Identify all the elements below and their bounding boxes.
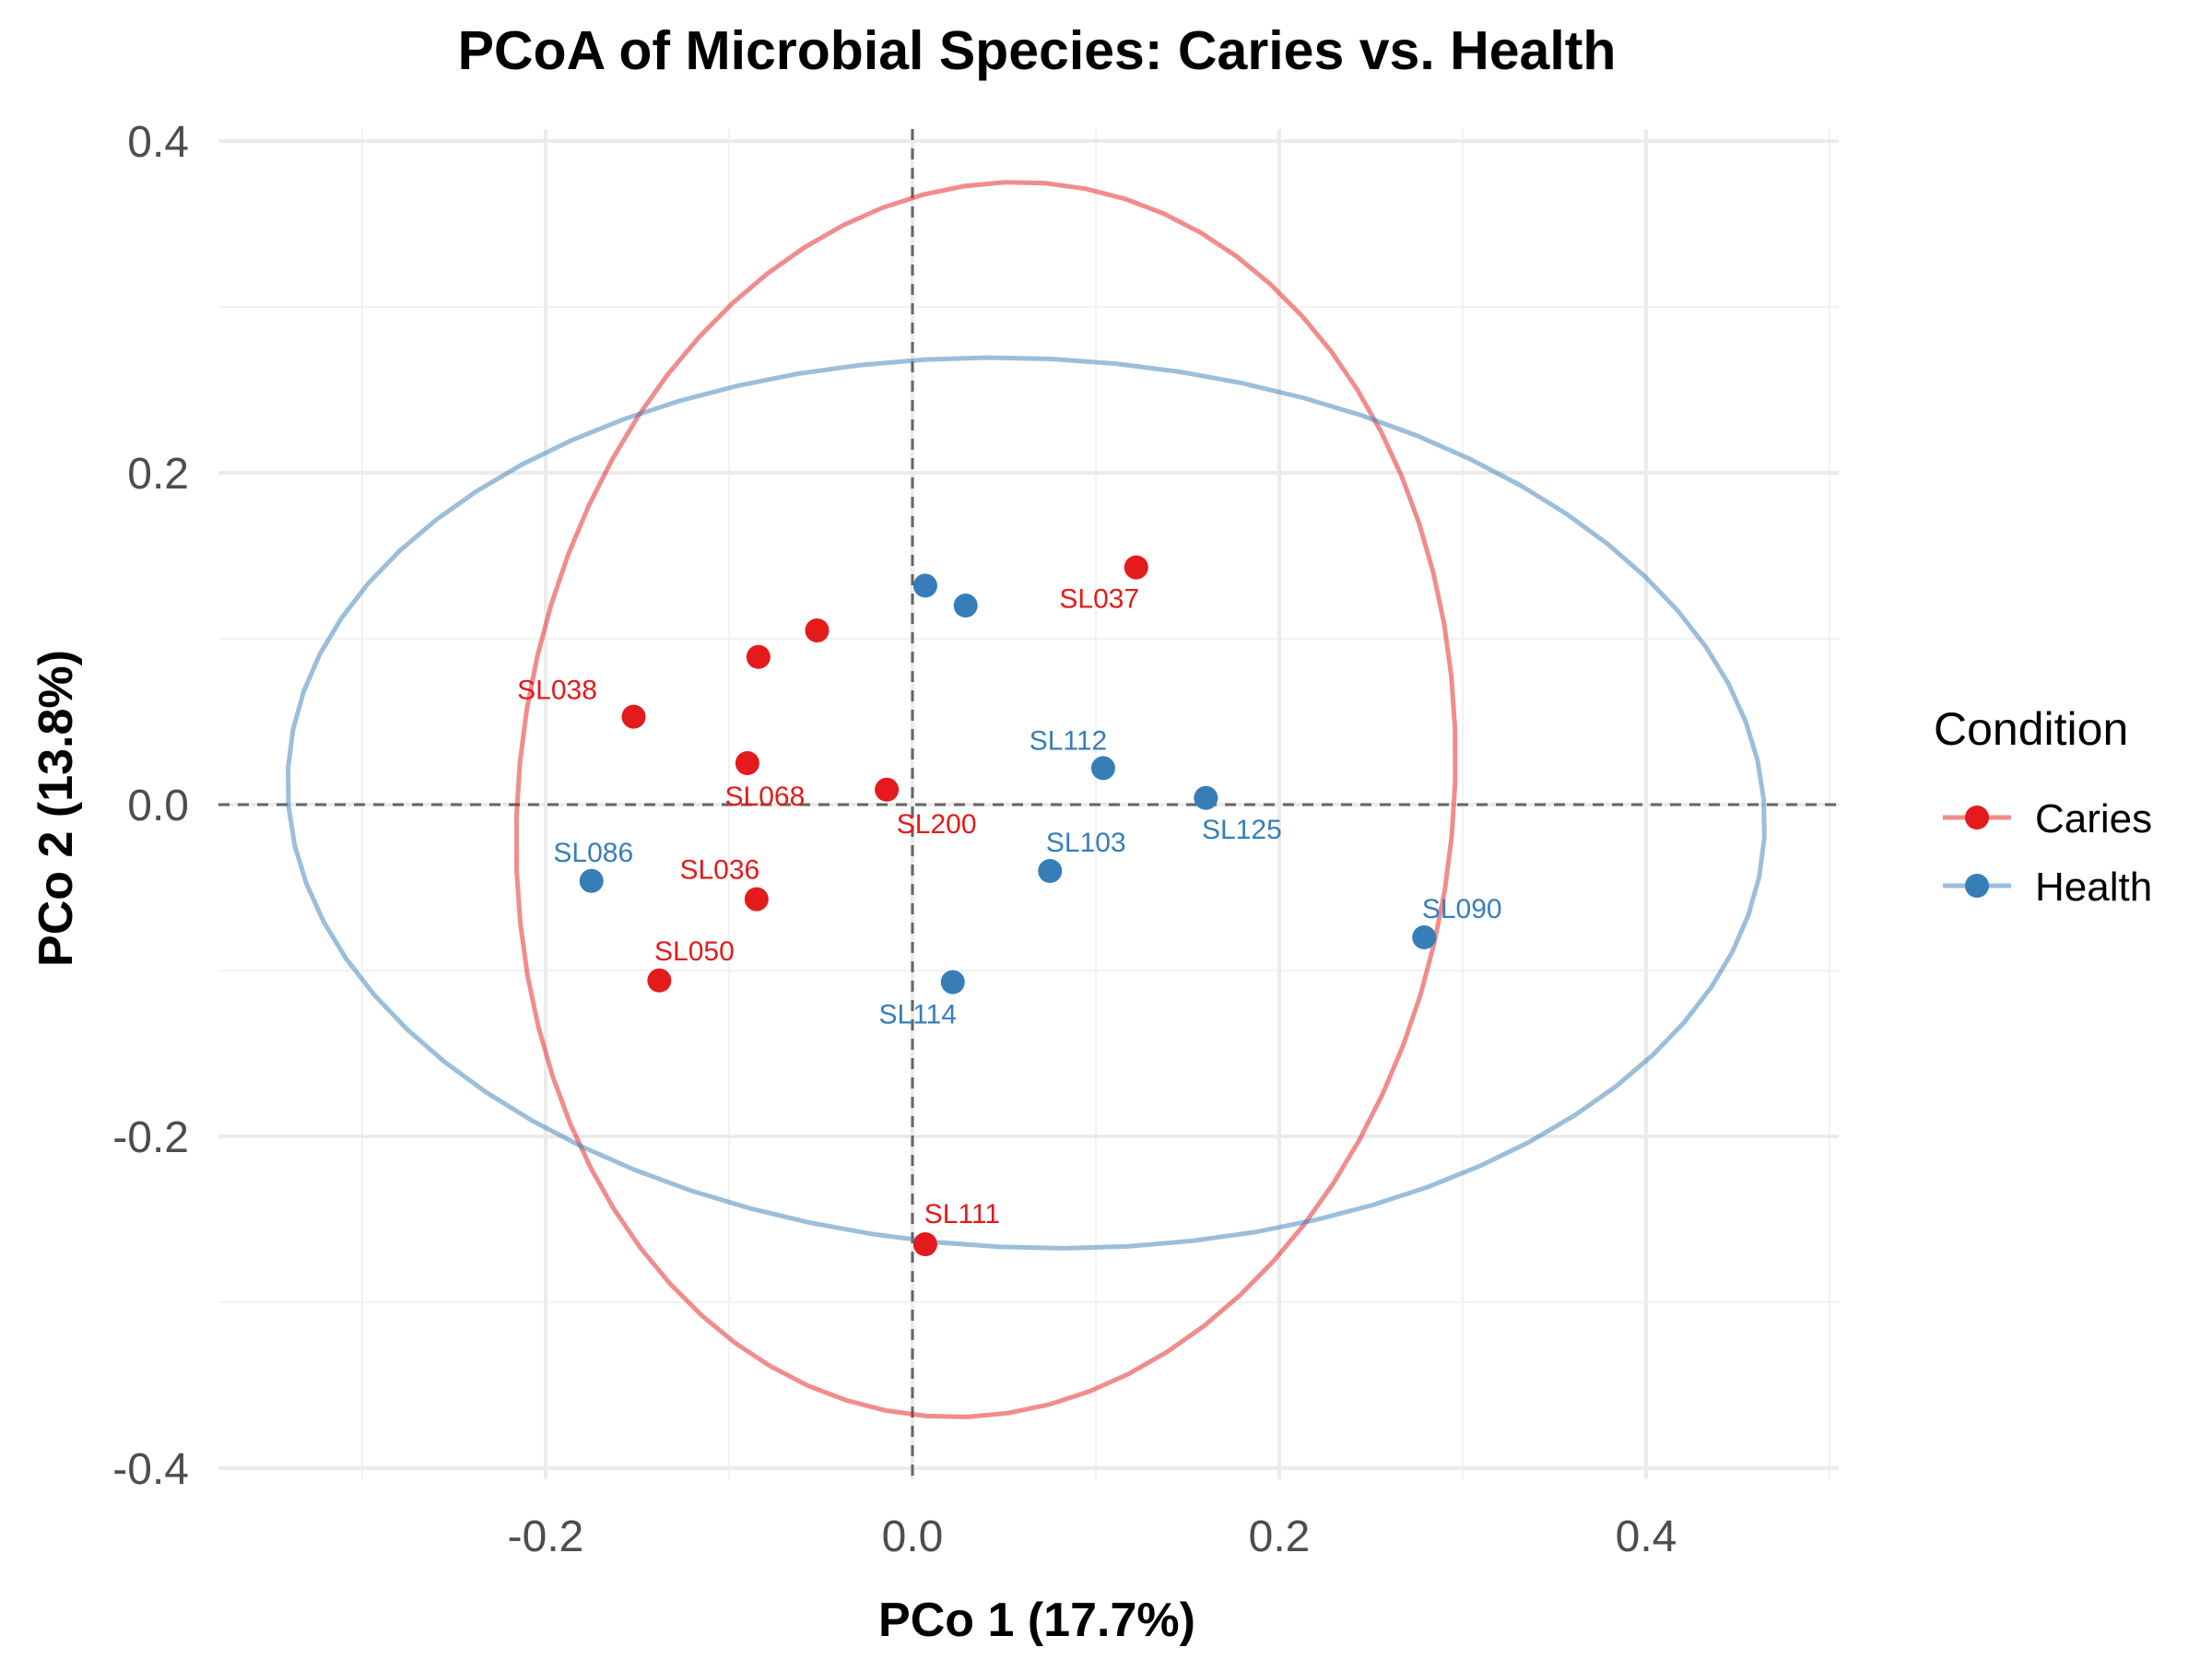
point-label: SL036	[679, 855, 759, 886]
point-caries	[1124, 555, 1148, 580]
chart-title: PCoA of Microbial Species: Caries vs. He…	[458, 20, 1617, 81]
x-tick-label: 0.2	[1249, 1512, 1311, 1561]
point-caries	[621, 704, 646, 729]
legend-title: Condition	[1934, 703, 2128, 755]
data-points	[579, 555, 1437, 1256]
point-caries	[735, 751, 759, 775]
point-label: SL037	[1059, 584, 1139, 615]
point-labels: SL037 SL038 SL068 SL200 SL036 SL050 SL111 SL112…	[517, 584, 1501, 1230]
point-label: SL114	[879, 1000, 958, 1030]
legend-label: Caries	[2035, 796, 2152, 841]
legend-item-health: Health	[1943, 865, 2152, 910]
point-label: SL038	[517, 676, 597, 706]
x-tick-label: -0.2	[508, 1512, 584, 1561]
point-label: SL125	[1202, 815, 1282, 845]
point-health	[912, 573, 937, 598]
point-health	[940, 970, 965, 994]
point-label: SL103	[1046, 828, 1126, 858]
legend-item-caries: Caries	[1943, 796, 2152, 841]
point-label: SL068	[725, 782, 806, 812]
x-tick-label: 0.4	[1616, 1512, 1677, 1561]
legend-marker	[1965, 874, 1989, 898]
y-tick-label: -0.4	[112, 1445, 189, 1494]
point-health	[1194, 785, 1218, 810]
point-label: SL200	[897, 809, 977, 840]
legend-marker	[1965, 806, 1989, 830]
ellipse-caries	[513, 180, 1458, 1419]
point-label: SL086	[553, 838, 633, 868]
point-caries	[875, 777, 900, 802]
point-health	[953, 594, 978, 618]
point-label: SL090	[1422, 894, 1502, 924]
point-health	[579, 868, 604, 893]
confidence-ellipses	[285, 180, 1767, 1419]
y-tick-label: -0.2	[112, 1113, 189, 1162]
point-caries	[912, 1232, 937, 1256]
x-axis-ticks: -0.2 0.0 0.2 0.4	[508, 1512, 1677, 1561]
plot-area: SL037 SL038 SL068 SL200 SL036 SL050 SL111 SL112…	[218, 129, 1839, 1479]
point-health	[1038, 859, 1063, 883]
x-tick-label: 0.0	[882, 1512, 944, 1561]
legend: Condition Caries Health	[1934, 703, 2152, 910]
y-axis-ticks: -0.4 -0.2 0.0 0.2 0.4	[112, 118, 189, 1494]
legend-items: Caries Health	[1943, 796, 2152, 910]
y-axis-title: PCo 2 (13.8%)	[29, 650, 83, 967]
reference-lines	[218, 129, 1839, 1479]
point-label: SL112	[1030, 725, 1108, 756]
point-caries	[647, 968, 672, 993]
point-health	[1090, 756, 1115, 781]
point-caries	[744, 887, 769, 912]
legend-label: Health	[2035, 865, 2152, 910]
point-label: SL111	[924, 1199, 1000, 1230]
y-tick-label: 0.4	[127, 118, 189, 167]
point-caries	[805, 618, 830, 642]
point-health	[1412, 925, 1437, 949]
y-tick-label: 0.2	[127, 450, 189, 499]
point-label: SL050	[654, 936, 735, 967]
ellipse-health	[285, 355, 1767, 1251]
y-tick-label: 0.0	[127, 782, 189, 830]
point-caries	[746, 644, 771, 669]
x-axis-title: PCo 1 (17.7%)	[878, 1594, 1195, 1647]
